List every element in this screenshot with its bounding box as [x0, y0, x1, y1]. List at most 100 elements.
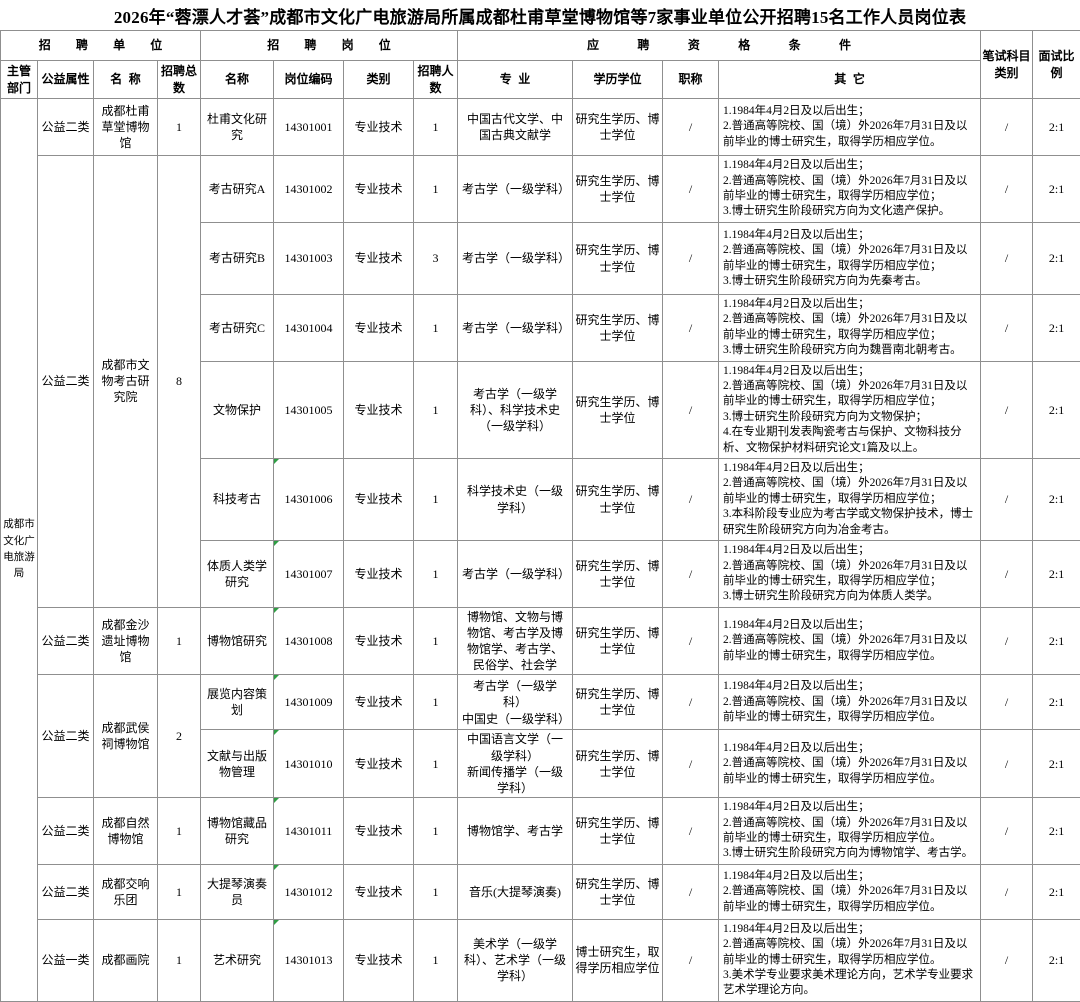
cell-major: 音乐(大提琴演奏) [458, 864, 573, 919]
cell-major: 考古学（一级学科） 中国史（一级学科） [458, 675, 573, 730]
cell-other: 1.1984年4月2日及以后出生； 2.普通高等院校、国（境）外2026年7月3… [719, 459, 981, 541]
cell-dept: 成都市文化广电旅游局 [1, 99, 38, 1002]
table-row: 公益二类 成都交响乐团 1 大提琴演奏员 14301012 专业技术 1 音乐(… [1, 864, 1080, 919]
cell-welfare-category: 公益二类 [38, 156, 94, 608]
table-row: 成都市文化广电旅游局 公益二类 成都杜甫草堂博物馆 1 杜甫文化研究 14301… [1, 99, 1080, 156]
cell-welfare-category: 公益一类 [38, 919, 94, 1001]
header-prof-title: 职称 [663, 61, 719, 99]
cell-other: 1.1984年4月2日及以后出生； 2.普通高等院校、国（境）外2026年7月3… [719, 99, 981, 156]
cell-prof-title: / [663, 730, 719, 798]
header-degree: 学历学位 [573, 61, 663, 99]
cell-prof-title: / [663, 156, 719, 223]
header-welfare-category: 公益属性 [38, 61, 94, 99]
cell-unit-name: 成都金沙遗址博物馆 [94, 607, 158, 675]
cell-written-exam: / [981, 223, 1033, 295]
cell-position-code: 14301002 [274, 156, 344, 223]
header-other: 其它 [719, 61, 981, 99]
cell-prof-title: / [663, 459, 719, 541]
cell-position-code: 14301013 [274, 919, 344, 1001]
cell-prof-title: / [663, 675, 719, 730]
cell-headcount: 1 [414, 295, 458, 362]
cell-position-type: 专业技术 [344, 864, 414, 919]
header-position-code: 岗位编码 [274, 61, 344, 99]
cell-other: 1.1984年4月2日及以后出生； 2.普通高等院校、国（境）外2026年7月3… [719, 675, 981, 730]
cell-degree: 研究生学历、博士学位 [573, 223, 663, 295]
cell-major: 博物馆、文物与博物馆、考古学及博物馆学、考古学、民俗学、社会学 [458, 607, 573, 675]
cell-position-name: 文物保护 [201, 361, 274, 458]
cell-written-exam: / [981, 541, 1033, 608]
cell-position-name: 科技考古 [201, 459, 274, 541]
cell-written-exam: / [981, 459, 1033, 541]
cell-position-code: 14301006 [274, 459, 344, 541]
cell-written-exam: / [981, 675, 1033, 730]
cell-other: 1.1984年4月2日及以后出生； 2.普通高等院校、国（境）外2026年7月3… [719, 361, 981, 458]
cell-interview-ratio: 2:1 [1033, 99, 1080, 156]
cell-headcount: 1 [414, 607, 458, 675]
cell-position-type: 专业技术 [344, 919, 414, 1001]
cell-unit-name: 成都市文物考古研究院 [94, 156, 158, 608]
cell-headcount: 1 [414, 156, 458, 223]
cell-position-type: 专业技术 [344, 675, 414, 730]
cell-other: 1.1984年4月2日及以后出生； 2.普通高等院校、国（境）外2026年7月3… [719, 919, 981, 1001]
cell-interview-ratio: 2:1 [1033, 730, 1080, 798]
cell-unit-total: 1 [158, 607, 201, 675]
cell-unit-total: 2 [158, 675, 201, 798]
cell-headcount: 1 [414, 541, 458, 608]
comment-marker-icon [274, 798, 279, 803]
cell-degree: 研究生学历、博士学位 [573, 459, 663, 541]
cell-headcount: 1 [414, 798, 458, 865]
cell-interview-ratio: 2:1 [1033, 919, 1080, 1001]
cell-headcount: 1 [414, 459, 458, 541]
cell-position-name: 展览内容策划 [201, 675, 274, 730]
cell-major: 考古学（一级学科） [458, 223, 573, 295]
cell-position-code: 14301011 [274, 798, 344, 865]
cell-headcount: 1 [414, 919, 458, 1001]
cell-prof-title: / [663, 607, 719, 675]
cell-prof-title: / [663, 223, 719, 295]
comment-marker-icon [274, 541, 279, 546]
cell-position-code: 14301012 [274, 864, 344, 919]
cell-prof-title: / [663, 919, 719, 1001]
header-group-row: 招聘单位 招聘岗位 应聘资格条件 笔试科目类别 面试比例 [1, 31, 1080, 61]
cell-interview-ratio: 2:1 [1033, 361, 1080, 458]
cell-welfare-category: 公益二类 [38, 864, 94, 919]
cell-interview-ratio: 2:1 [1033, 541, 1080, 608]
cell-degree: 研究生学历、博士学位 [573, 99, 663, 156]
cell-position-name: 文献与出版物管理 [201, 730, 274, 798]
cell-other: 1.1984年4月2日及以后出生； 2.普通高等院校、国（境）外2026年7月3… [719, 223, 981, 295]
table-row: 公益二类 成都金沙遗址博物馆 1 博物馆研究 14301008 专业技术 1 博… [1, 607, 1080, 675]
cell-written-exam: / [981, 919, 1033, 1001]
cell-other: 1.1984年4月2日及以后出生； 2.普通高等院校、国（境）外2026年7月3… [719, 798, 981, 865]
cell-headcount: 1 [414, 361, 458, 458]
cell-interview-ratio: 2:1 [1033, 675, 1080, 730]
comment-marker-icon [274, 920, 279, 925]
cell-written-exam: / [981, 295, 1033, 362]
comment-marker-icon [274, 730, 279, 735]
cell-interview-ratio: 2:1 [1033, 459, 1080, 541]
cell-position-name: 考古研究C [201, 295, 274, 362]
cell-degree: 研究生学历、博士学位 [573, 730, 663, 798]
cell-unit-total: 8 [158, 156, 201, 608]
cell-degree: 研究生学历、博士学位 [573, 295, 663, 362]
cell-interview-ratio: 2:1 [1033, 798, 1080, 865]
cell-headcount: 1 [414, 864, 458, 919]
cell-position-name: 杜甫文化研究 [201, 99, 274, 156]
cell-unit-name: 成都交响乐团 [94, 864, 158, 919]
cell-other: 1.1984年4月2日及以后出生； 2.普通高等院校、国（境）外2026年7月3… [719, 541, 981, 608]
header-interview-ratio: 面试比例 [1033, 31, 1080, 99]
cell-welfare-category: 公益二类 [38, 99, 94, 156]
cell-interview-ratio: 2:1 [1033, 223, 1080, 295]
cell-unit-total: 1 [158, 919, 201, 1001]
header-unit-name: 名称 [94, 61, 158, 99]
cell-degree: 研究生学历、博士学位 [573, 156, 663, 223]
cell-position-code: 14301003 [274, 223, 344, 295]
cell-position-code: 14301008 [274, 607, 344, 675]
header-columns-row: 主管部门 公益属性 名称 招聘总数 名称 岗位编码 类别 招聘人数 专业 学历学… [1, 61, 1080, 99]
cell-unit-total: 1 [158, 99, 201, 156]
cell-major: 科学技术史（一级学科） [458, 459, 573, 541]
cell-major: 考古学（一级学科） [458, 156, 573, 223]
header-headcount: 招聘人数 [414, 61, 458, 99]
cell-degree: 研究生学历、博士学位 [573, 541, 663, 608]
cell-degree: 研究生学历、博士学位 [573, 607, 663, 675]
cell-welfare-category: 公益二类 [38, 798, 94, 865]
